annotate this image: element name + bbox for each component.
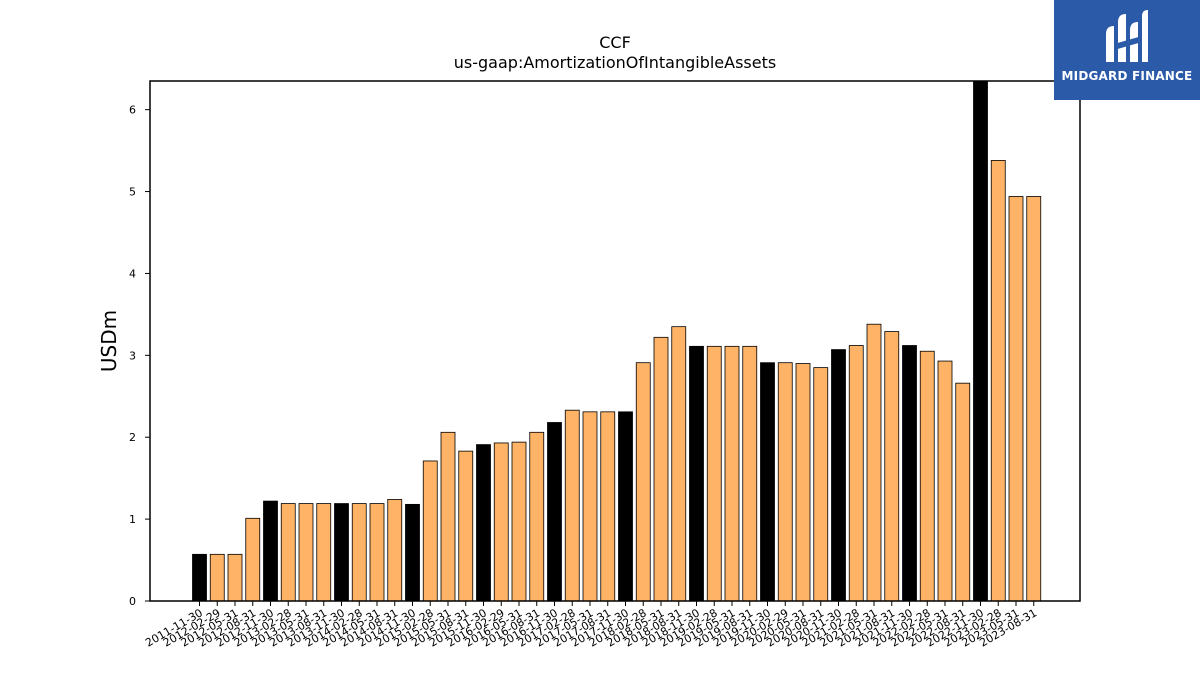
bar (635, 362, 651, 602)
y-axis-label: USDm (97, 310, 121, 372)
bar (653, 336, 669, 602)
bar (458, 450, 474, 602)
plot-frame (149, 80, 1081, 602)
bar (369, 503, 385, 602)
bar (919, 350, 935, 602)
bar (493, 442, 509, 602)
bar (529, 431, 545, 602)
y-tick-label: 3 (129, 349, 136, 362)
bar (990, 160, 1006, 602)
bar (937, 360, 953, 602)
bar (263, 500, 278, 602)
bar (813, 367, 829, 602)
bar (351, 503, 367, 602)
bar (227, 553, 243, 602)
y-tick-label: 5 (129, 186, 136, 199)
bar (795, 363, 811, 602)
bar (760, 362, 775, 602)
midgard-logo-icon (1106, 10, 1148, 62)
bar (387, 499, 403, 602)
bar (1026, 196, 1042, 602)
bar (476, 444, 491, 602)
brand-logo: MIDGARD FINANCE (1054, 0, 1200, 100)
bar (671, 326, 687, 602)
bar (973, 80, 988, 602)
bar (564, 409, 580, 602)
bar (440, 431, 456, 602)
bar (547, 422, 562, 602)
bar (902, 345, 917, 602)
y-tick-label: 4 (129, 267, 136, 280)
bar (689, 345, 704, 602)
bar (831, 349, 846, 602)
brand-name: MIDGARD FINANCE (1061, 69, 1193, 83)
bar (209, 553, 225, 602)
bar (422, 460, 438, 602)
chart-title: CCF (599, 33, 631, 52)
bar (884, 331, 900, 602)
bar (405, 503, 420, 602)
y-tick-label: 6 (129, 104, 136, 117)
y-tick-label: 2 (129, 431, 136, 444)
bar (1008, 196, 1024, 602)
bar (334, 503, 349, 602)
bar (955, 382, 971, 602)
bar (245, 517, 261, 602)
bar (618, 411, 633, 602)
bar (600, 411, 616, 602)
bar (742, 345, 758, 602)
x-axis-ticks: 2011-11-302012-02-292012-05-312012-08-31… (143, 601, 1039, 650)
bar (724, 345, 740, 602)
bar (511, 441, 527, 602)
bar (280, 503, 296, 602)
bar (192, 553, 207, 602)
bar (848, 345, 864, 602)
bar (316, 503, 332, 602)
y-tick-label: 0 (129, 595, 136, 608)
bar (706, 345, 722, 602)
bars-group (192, 80, 1042, 602)
bar (777, 362, 793, 602)
bar (582, 411, 598, 602)
y-axis-ticks: 0 1 2 3 4 5 6 (129, 104, 150, 608)
y-tick-label: 1 (129, 513, 136, 526)
bar (866, 323, 882, 602)
chart-subtitle: us-gaap:AmortizationOfIntangibleAssets (454, 53, 776, 72)
bar (298, 503, 314, 602)
